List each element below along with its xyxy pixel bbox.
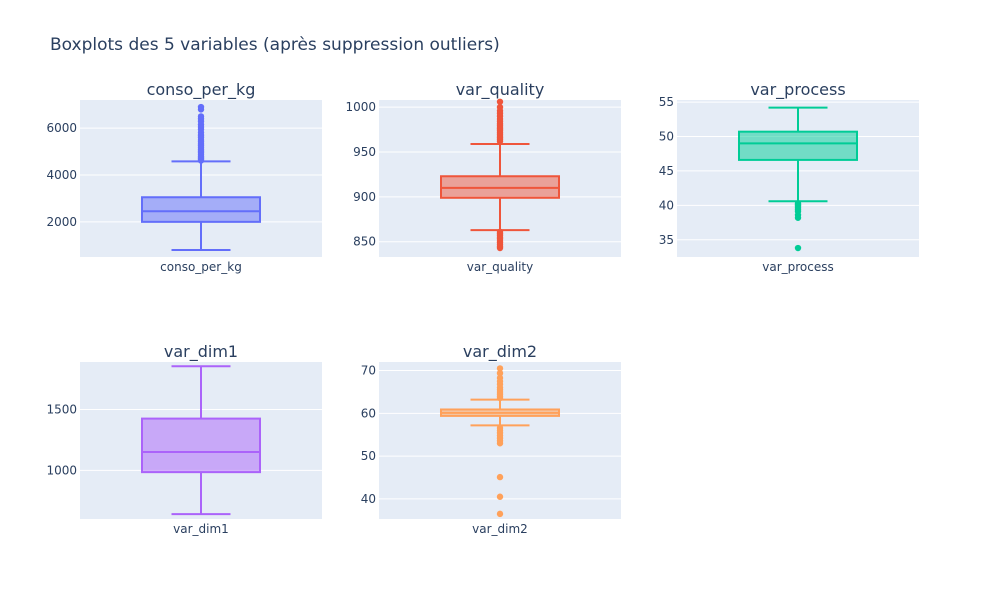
outlier-point [197, 103, 205, 111]
x-category-label: var_dim2 [472, 522, 528, 536]
subplot-conso_per_kg: 2000 4000 6000 conso_per_kg conso_per_kg [46, 80, 322, 274]
iqr-box [141, 196, 261, 223]
y-tick-label: 1500 [46, 402, 77, 416]
subplot-var_dim1: 1000 1500 var_dim1 var_dim1 [46, 342, 322, 536]
y-tick-label: 1000 [46, 463, 77, 477]
subplot-var_quality: 850 900 950 1000 var_quality var_quality [345, 80, 621, 274]
subplot-title: var_quality [456, 80, 545, 100]
y-tick-label: 35 [659, 233, 674, 247]
subplot-panels: 2000 4000 6000 conso_per_kg conso_per_kg 850 9… [46, 80, 919, 536]
subplot-title: var_dim1 [164, 342, 238, 362]
y-tick-label: 6000 [46, 121, 77, 135]
outlier-point [794, 244, 802, 252]
outlier-point [496, 473, 504, 481]
outlier-point [197, 113, 205, 120]
x-category-label: conso_per_kg [160, 260, 242, 274]
outlier-point [496, 374, 504, 382]
subplot-var_process: 35 40 45 50 55 var_process var_process [659, 80, 919, 274]
y-tick-label: 2000 [46, 215, 77, 229]
x-category-label: var_dim1 [173, 522, 229, 536]
y-tick-label: 900 [353, 190, 376, 204]
y-tick-label: 50 [361, 449, 376, 463]
y-tick-label: 60 [361, 406, 376, 420]
x-category-label: var_process [762, 260, 834, 274]
y-tick-label: 40 [659, 198, 674, 212]
subplot-title: conso_per_kg [147, 80, 256, 100]
y-tick-label: 1000 [345, 100, 376, 114]
outlier-point [496, 493, 504, 500]
outlier-point [496, 365, 504, 372]
subplot-var_dim2: 40 50 60 70 var_dim2 var_dim2 [361, 342, 621, 536]
outlier-point [496, 228, 504, 236]
outlier-point [496, 98, 504, 105]
outlier-point [496, 103, 504, 111]
y-tick-label: 45 [659, 164, 674, 178]
outlier-point [496, 424, 504, 432]
figure-title: Boxplots des 5 variables (après suppress… [50, 35, 500, 55]
outlier-point [496, 369, 504, 377]
subplot-title: var_dim2 [463, 342, 537, 362]
iqr-box [141, 417, 261, 474]
y-tick-label: 40 [361, 492, 376, 506]
y-tick-label: 950 [353, 145, 376, 159]
y-tick-label: 50 [659, 129, 674, 143]
y-tick-label: 850 [353, 235, 376, 249]
subplot-title: var_process [750, 80, 845, 100]
y-tick-label: 55 [659, 95, 674, 109]
outlier-point [496, 510, 504, 518]
x-category-label: var_quality [467, 260, 533, 274]
outlier-point [794, 214, 802, 221]
y-tick-label: 70 [361, 364, 376, 378]
iqr-box [738, 130, 858, 161]
y-tick-label: 4000 [46, 168, 77, 182]
